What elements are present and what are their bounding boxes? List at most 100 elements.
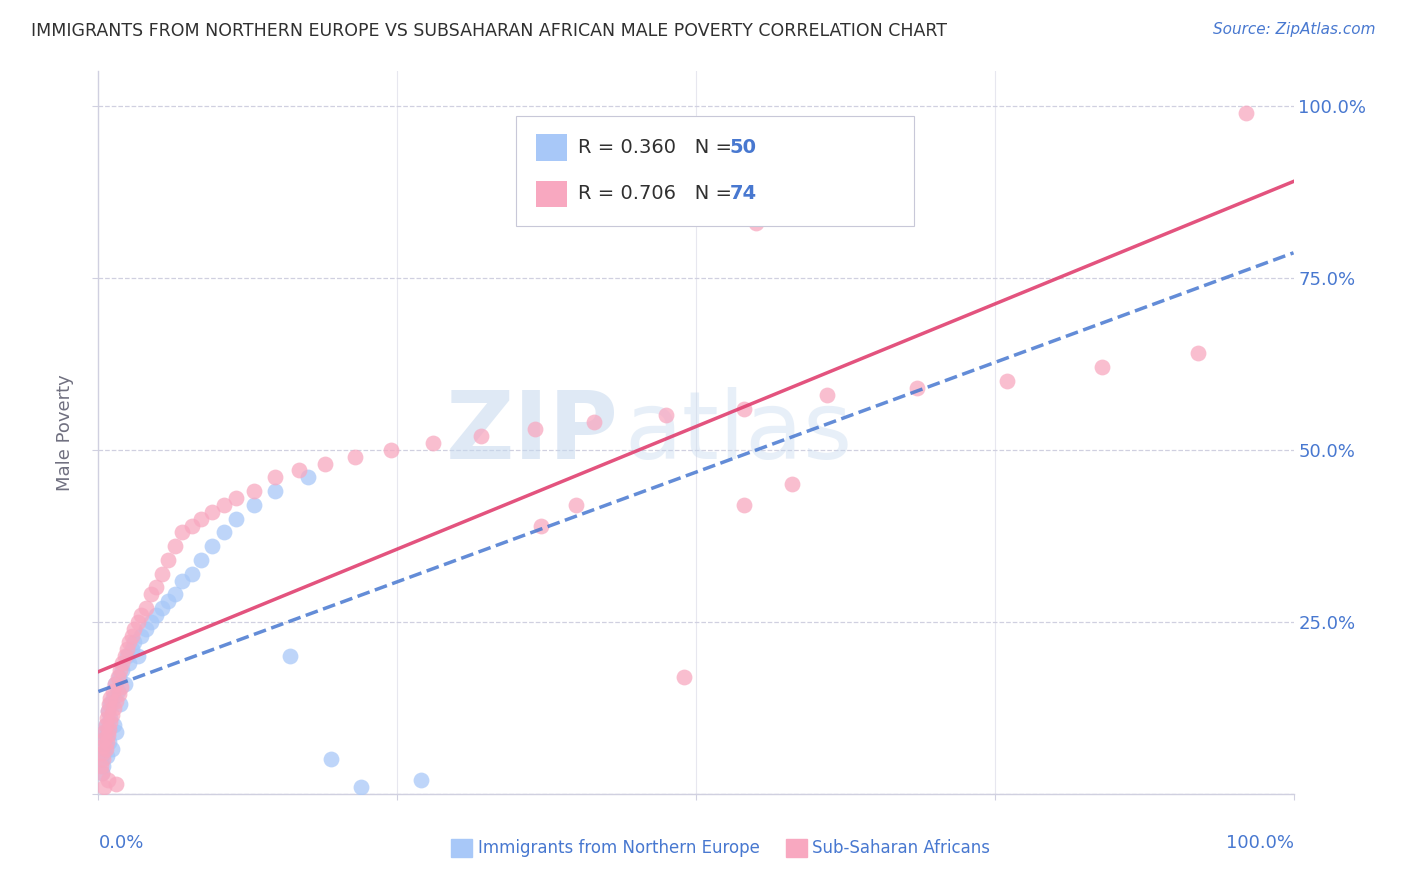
Point bbox=[94, 739, 117, 753]
Point bbox=[108, 698, 131, 712]
Text: R = 0.360   N =: R = 0.360 N = bbox=[578, 137, 738, 157]
Point bbox=[156, 594, 179, 608]
Point bbox=[93, 746, 115, 760]
Text: ZIP: ZIP bbox=[446, 386, 619, 479]
Point bbox=[733, 401, 755, 416]
Point bbox=[114, 649, 136, 664]
Point bbox=[115, 642, 138, 657]
Point bbox=[565, 498, 588, 512]
Point bbox=[98, 714, 122, 729]
Point bbox=[115, 649, 138, 664]
Point bbox=[93, 725, 115, 739]
Point bbox=[530, 518, 553, 533]
Point bbox=[107, 687, 129, 701]
Point bbox=[98, 711, 122, 725]
Point bbox=[118, 635, 141, 649]
Point bbox=[190, 553, 212, 567]
Point bbox=[315, 457, 337, 471]
Point bbox=[94, 718, 117, 732]
Point bbox=[96, 728, 118, 742]
Point bbox=[111, 663, 134, 677]
Point bbox=[91, 766, 114, 780]
Point bbox=[212, 525, 235, 540]
Point bbox=[121, 629, 143, 643]
Point bbox=[104, 677, 127, 691]
Bar bbox=[786, 838, 807, 856]
Point bbox=[107, 683, 129, 698]
Point bbox=[124, 635, 146, 649]
Point bbox=[101, 690, 124, 705]
Point bbox=[264, 470, 287, 484]
Point bbox=[97, 704, 120, 718]
Point bbox=[139, 587, 162, 601]
Point bbox=[131, 607, 153, 622]
Point bbox=[841, 209, 863, 223]
Point bbox=[114, 677, 136, 691]
Point bbox=[97, 704, 120, 718]
Point bbox=[111, 656, 134, 670]
Point bbox=[91, 766, 114, 780]
Point bbox=[225, 491, 247, 505]
Point bbox=[163, 587, 186, 601]
Point bbox=[995, 374, 1018, 388]
Point bbox=[118, 656, 141, 670]
Point bbox=[97, 728, 120, 742]
Point bbox=[655, 409, 678, 423]
Point bbox=[180, 518, 202, 533]
Point bbox=[121, 642, 143, 657]
Point bbox=[523, 422, 546, 436]
Point bbox=[135, 622, 157, 636]
Point bbox=[101, 683, 124, 698]
Point bbox=[93, 731, 115, 746]
Point bbox=[350, 780, 373, 794]
Point bbox=[108, 663, 131, 677]
Text: 100.0%: 100.0% bbox=[1226, 834, 1294, 852]
Text: 50: 50 bbox=[730, 137, 756, 157]
Point bbox=[411, 773, 433, 788]
Point bbox=[583, 415, 606, 429]
Point bbox=[98, 722, 121, 736]
Point bbox=[124, 622, 146, 636]
Point bbox=[103, 718, 125, 732]
Point bbox=[905, 381, 928, 395]
Point bbox=[135, 601, 157, 615]
Point bbox=[98, 690, 122, 705]
Point bbox=[91, 759, 114, 773]
Point bbox=[190, 511, 212, 525]
Point bbox=[780, 477, 803, 491]
Point bbox=[107, 670, 129, 684]
Point bbox=[96, 735, 118, 749]
Text: atlas: atlas bbox=[624, 386, 852, 479]
Point bbox=[91, 739, 114, 753]
Point bbox=[163, 539, 186, 553]
Point bbox=[243, 484, 266, 499]
Text: Sub-Saharan Africans: Sub-Saharan Africans bbox=[811, 839, 990, 857]
Text: R = 0.706   N =: R = 0.706 N = bbox=[578, 185, 738, 203]
Point bbox=[104, 677, 127, 691]
Text: Immigrants from Northern Europe: Immigrants from Northern Europe bbox=[478, 839, 761, 857]
Point bbox=[131, 629, 153, 643]
Point bbox=[93, 780, 115, 794]
Point bbox=[103, 701, 125, 715]
Point bbox=[93, 725, 115, 739]
Point bbox=[733, 498, 755, 512]
Point bbox=[212, 498, 235, 512]
Point bbox=[105, 694, 128, 708]
Point bbox=[422, 436, 444, 450]
Point bbox=[1091, 360, 1114, 375]
Point bbox=[100, 707, 122, 722]
Point bbox=[96, 749, 118, 764]
Point bbox=[98, 698, 121, 712]
Point bbox=[107, 670, 129, 684]
Point bbox=[127, 649, 149, 664]
Point bbox=[201, 539, 224, 553]
Point bbox=[745, 216, 768, 230]
Point bbox=[278, 649, 301, 664]
Point bbox=[297, 470, 319, 484]
Point bbox=[145, 581, 167, 595]
Point bbox=[172, 525, 194, 540]
Point bbox=[90, 759, 112, 773]
Point bbox=[105, 725, 128, 739]
Point bbox=[97, 722, 120, 736]
Point bbox=[100, 742, 122, 756]
